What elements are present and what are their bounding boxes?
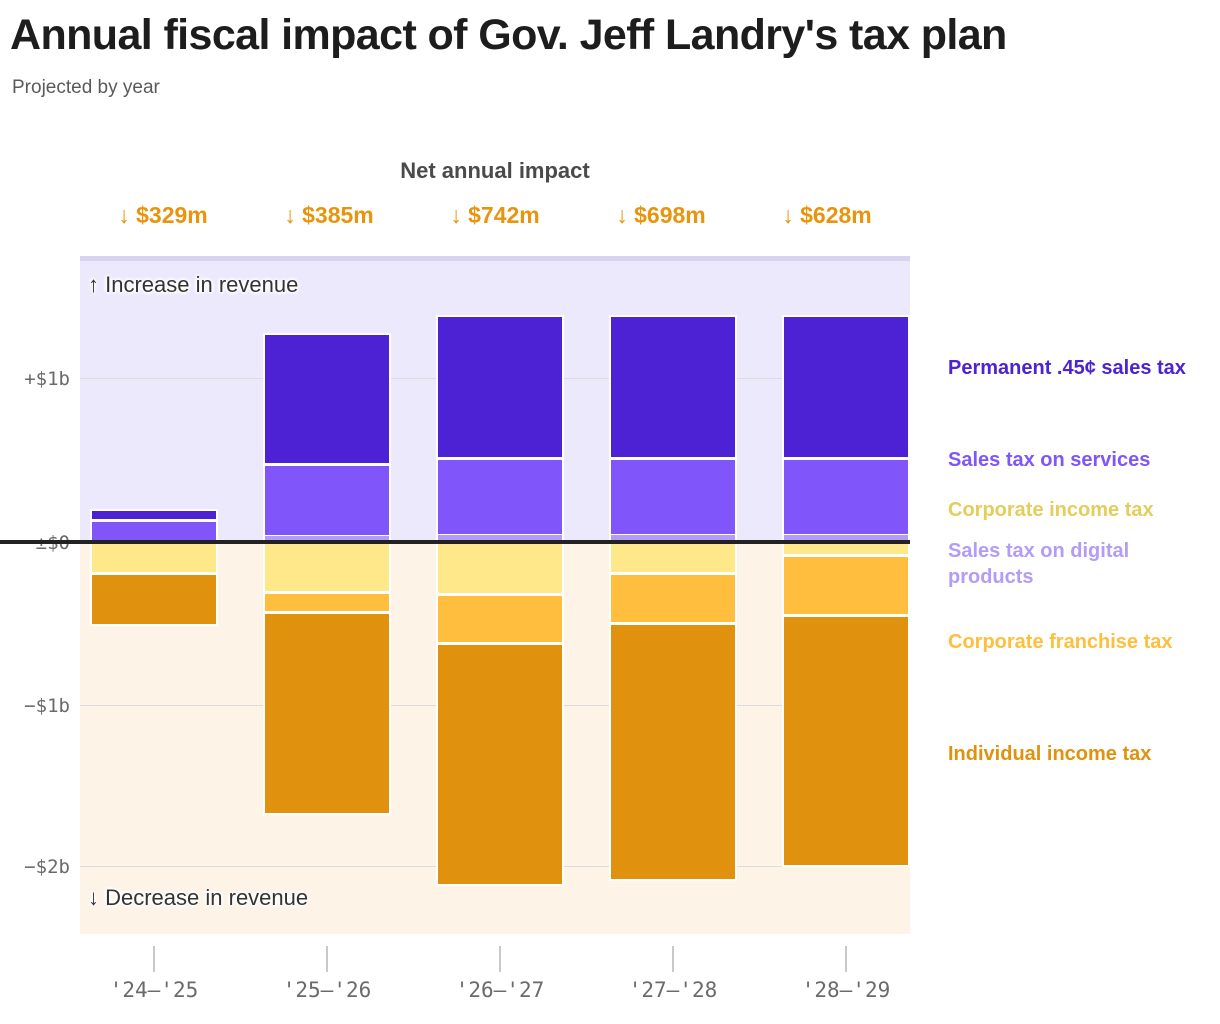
- bar-segment-sales-tax-services[interactable]: [263, 464, 391, 537]
- bar-segment-individual-income-tax[interactable]: [436, 643, 564, 886]
- bar-segment-individual-income-tax[interactable]: [782, 615, 910, 867]
- bar-segment-individual-income-tax[interactable]: [90, 573, 218, 626]
- net-impact-values: ↓ $329m ↓ $385m ↓ $742m ↓ $698m ↓ $628m: [80, 202, 910, 229]
- net-impact-value: ↓ $628m: [782, 202, 872, 228]
- bar-segment-permanent-sales-tax[interactable]: [782, 315, 910, 459]
- bar-group[interactable]: [609, 256, 737, 934]
- legend-item-corporate-franchise-tax[interactable]: Corporate franchise tax: [948, 631, 1173, 653]
- decrease-in-revenue-note: ↓ Decrease in revenue: [88, 885, 309, 910]
- y-axis: +$1b ±$0 −$1b −$2b: [0, 256, 76, 934]
- bar-segment-corporate-franchise-tax[interactable]: [263, 592, 391, 613]
- chart-header: Annual fiscal impact of Gov. Jeff Landry…: [0, 0, 1220, 99]
- x-axis-tick-mark: [845, 946, 847, 972]
- x-axis: '24–'25 '25–'26 '26–'27 '27–'28 '28–'29: [80, 934, 910, 1024]
- x-axis-tick-label: '27–'28: [628, 978, 718, 1002]
- bar-segment-corporate-income-tax[interactable]: [609, 542, 737, 574]
- net-impact-value: ↓ $742m: [450, 202, 540, 228]
- legend-item-sales-tax-digital-products[interactable]: Sales tax on digital products: [948, 540, 1130, 588]
- bar-segment-corporate-income-tax[interactable]: [782, 542, 910, 556]
- zero-baseline: [0, 540, 910, 544]
- increase-in-revenue-note: ↑ Increase in revenue: [88, 272, 299, 297]
- x-axis-tick-mark: [153, 946, 155, 972]
- bar-group[interactable]: [263, 256, 391, 934]
- bar-segment-sales-tax-digital-products[interactable]: [782, 535, 910, 543]
- bar-segment-individual-income-tax[interactable]: [609, 623, 737, 881]
- bar-segment-permanent-sales-tax[interactable]: [263, 333, 391, 465]
- bar-segment-sales-tax-digital-products[interactable]: [436, 535, 564, 543]
- plot-area: ↑ Increase in revenue ↓ Decrease in reve…: [0, 256, 910, 934]
- net-impact-value: ↓ $385m: [284, 202, 374, 228]
- x-axis-tick-label: '24–'25: [109, 978, 199, 1002]
- bar-segment-corporate-income-tax[interactable]: [436, 542, 564, 595]
- x-axis-tick-mark: [326, 946, 328, 972]
- bar-segment-corporate-income-tax[interactable]: [263, 542, 391, 593]
- net-impact-heading: Net annual impact: [400, 158, 590, 183]
- y-axis-tick-label: −$1b: [24, 695, 70, 717]
- legend-item-corporate-income-tax[interactable]: Corporate income tax: [948, 499, 1154, 521]
- x-axis-tick-label: '26–'27: [455, 978, 545, 1002]
- y-axis-tick-label: −$2b: [24, 856, 70, 878]
- bar-segment-permanent-sales-tax[interactable]: [609, 315, 737, 459]
- bar-segment-corporate-franchise-tax[interactable]: [609, 573, 737, 624]
- bar-segment-permanent-sales-tax[interactable]: [436, 315, 564, 459]
- x-axis-tick-label: '28–'29: [801, 978, 891, 1002]
- bar-segment-corporate-franchise-tax[interactable]: [782, 555, 910, 616]
- bar-segment-sales-tax-digital-products[interactable]: [609, 535, 737, 543]
- bar-group[interactable]: [782, 256, 910, 934]
- x-axis-tick-mark: [672, 946, 674, 972]
- bar-segment-corporate-franchise-tax[interactable]: [436, 594, 564, 644]
- legend-item-permanent-sales-tax[interactable]: Permanent .45¢ sales tax: [948, 357, 1186, 379]
- x-axis-tick-mark: [499, 946, 501, 972]
- x-axis-tick-label: '25–'26: [282, 978, 372, 1002]
- net-impact-value: ↓ $698m: [616, 202, 706, 228]
- bar-segment-corporate-income-tax[interactable]: [90, 542, 218, 574]
- bar-group[interactable]: [90, 256, 218, 934]
- chart-legend: Permanent .45¢ sales tax Sales tax on se…: [948, 256, 1214, 934]
- bar-segment-sales-tax-services[interactable]: [609, 458, 737, 536]
- bar-segment-sales-tax-services[interactable]: [436, 458, 564, 536]
- page-title: Annual fiscal impact of Gov. Jeff Landry…: [10, 11, 1007, 59]
- legend-item-sales-tax-services[interactable]: Sales tax on services: [948, 449, 1151, 471]
- bar-segment-individual-income-tax[interactable]: [263, 612, 391, 815]
- bar-series-container: [80, 256, 910, 934]
- y-axis-tick-label: +$1b: [24, 368, 70, 390]
- bar-group[interactable]: [436, 256, 564, 934]
- legend-item-individual-income-tax[interactable]: Individual income tax: [948, 743, 1152, 765]
- net-impact-value: ↓ $329m: [118, 202, 208, 228]
- chart-subtitle: Projected by year: [12, 77, 160, 99]
- bar-segment-sales-tax-services[interactable]: [782, 458, 910, 536]
- bar-segment-sales-tax-digital-products[interactable]: [263, 536, 391, 543]
